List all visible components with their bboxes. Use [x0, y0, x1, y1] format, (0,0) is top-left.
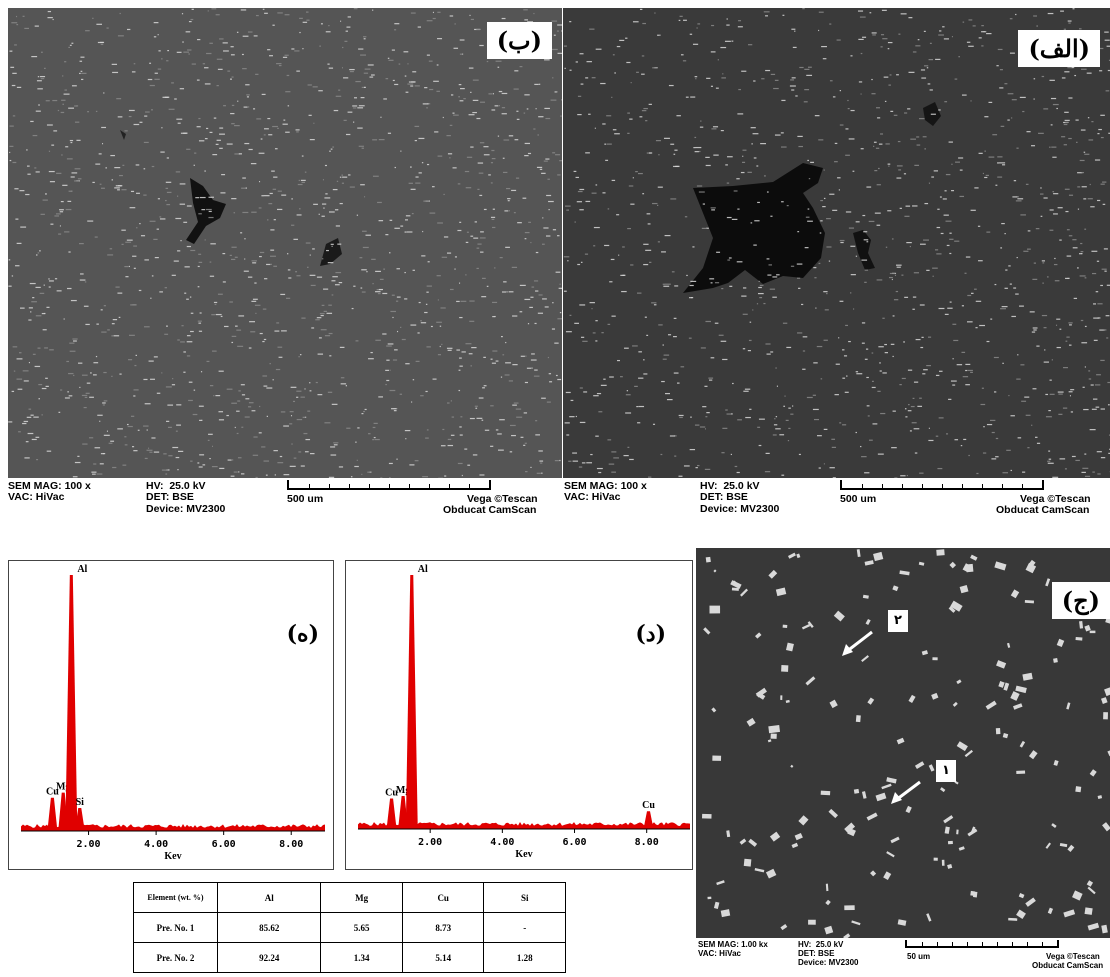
sem-panel-alef: (الف) — [563, 8, 1110, 478]
eds-peak-label: Mg — [396, 785, 410, 796]
eds-peak-cu — [386, 798, 397, 829]
eds-peak-label: Cu — [642, 800, 655, 811]
meta-mag-alef: SEM MAG: 100 x — [564, 480, 647, 492]
meta-brand2-b: Obducat CamScan — [443, 504, 537, 516]
table-header: Mg — [320, 882, 403, 913]
eds-peak-cu — [47, 797, 58, 831]
eds-peak-label: Si — [76, 797, 85, 808]
table-header-row: Element (wt. %) Al Mg Cu Si — [133, 882, 566, 913]
sem-image-b — [8, 8, 562, 478]
table-cell: - — [483, 912, 566, 943]
meta-vac-jim: VAC: HiVac — [698, 949, 741, 958]
meta-hv-b: HV: 25.0 kV — [146, 480, 206, 492]
meta-det-b: DET: BSE — [146, 491, 194, 503]
sem-texture-b — [8, 8, 562, 478]
meta-det-alef: DET: BSE — [700, 491, 748, 503]
meta-brand2-jim: Obducat CamScan — [1032, 961, 1104, 970]
scale-bar-jim — [905, 940, 1059, 948]
eds-peak-label: Mg — [56, 782, 70, 793]
eds-x-tick-label: 6.00 — [212, 839, 236, 850]
table-cell: 85.62 — [216, 912, 322, 943]
meta-brand1-jim: Vega ©Tescan — [1046, 952, 1100, 961]
meta-mag-jim: SEM MAG: 1.00 kx — [698, 940, 768, 949]
eds-x-tick-label: 4.00 — [490, 837, 514, 848]
table-cell: 8.73 — [401, 912, 485, 943]
meta-brand1-alef: Vega ©Tescan — [1020, 493, 1091, 505]
eds-peak-label: Cu — [46, 787, 59, 798]
meta-scale-alef: 500 um — [840, 493, 877, 505]
scale-bar-b — [287, 480, 491, 490]
eds-x-axis-label: Kev — [515, 849, 532, 860]
table-cell: 1.28 — [483, 942, 566, 973]
meta-mag-b: SEM MAG: 100 x — [8, 480, 91, 492]
table-header: Cu — [401, 882, 485, 913]
meta-vac-alef: VAC: HiVac — [564, 491, 621, 503]
meta-hv-jim: HV: 25.0 kV — [798, 940, 844, 949]
meta-device-jim: Device: MV2300 — [798, 958, 859, 967]
eds-spectrum-dal: Cu Mg Al Cu 2.00 4.00 6.00 8.00 Kev (د) — [345, 560, 693, 870]
eds-noise-band — [358, 822, 690, 829]
meta-brand1-b: Vega ©Tescan — [467, 493, 538, 505]
table-header: Si — [483, 882, 566, 913]
sem-panel-jim: (ج) ۲ ۱ — [696, 548, 1110, 938]
eds-x-axis-label: Kev — [164, 851, 181, 862]
table-cell: 92.24 — [216, 942, 322, 973]
scale-bar-alef — [840, 480, 1044, 490]
table-header: Element (wt. %) — [133, 882, 218, 913]
eds-peak-al — [65, 575, 78, 831]
particle-label-1: ۱ — [936, 760, 956, 782]
eds-peak-mg — [398, 795, 409, 829]
particle-label-2: ۲ — [888, 610, 908, 632]
eds-x-tick-label: 4.00 — [144, 839, 168, 850]
eds-peak-cu — [643, 811, 654, 829]
eds-peak-label: Al — [77, 564, 87, 575]
panel-label-dal: (د) — [631, 619, 670, 649]
table-header: Al — [216, 882, 322, 913]
table-row: Pre. No. 1 85.62 5.65 8.73 - — [133, 912, 566, 943]
meta-device-b: Device: MV2300 — [146, 503, 226, 515]
meta-scale-jim: 50 um — [907, 952, 931, 961]
eds-noise-band — [21, 824, 325, 831]
table-cell: Pre. No. 2 — [133, 942, 218, 973]
eds-x-tick-label: 6.00 — [562, 837, 586, 848]
table-cell: 5.14 — [401, 942, 485, 973]
meta-scale-b: 500 um — [287, 493, 324, 505]
eds-peak-label: Cu — [385, 788, 398, 799]
meta-hv-alef: HV: 25.0 kV — [700, 480, 760, 492]
composition-table: Element (wt. %) Al Mg Cu Si Pre. No. 1 8… — [133, 882, 566, 973]
sem-texture-jim — [702, 549, 1110, 938]
eds-peak-al — [405, 575, 418, 829]
panel-label-b: (ب) — [486, 22, 552, 59]
eds-x-tick-label: 8.00 — [279, 839, 303, 850]
table-row: Pre. No. 2 92.24 1.34 5.14 1.28 — [133, 942, 566, 973]
eds-x-tick-label: 2.00 — [418, 837, 442, 848]
sem-texture-alef — [563, 8, 1110, 478]
meta-device-alef: Device: MV2300 — [700, 503, 780, 515]
table-cell: 5.65 — [320, 912, 403, 943]
eds-peak-si — [74, 807, 85, 831]
eds-peak-label: Al — [418, 564, 428, 575]
panel-label-he: (ه) — [282, 619, 323, 649]
panel-label-alef: (الف) — [1018, 30, 1100, 67]
eds-spectrum-he: Cu Mg Al Si 2.00 4.00 6.00 8.00 Kev (ه) — [8, 560, 334, 870]
meta-brand2-alef: Obducat CamScan — [996, 504, 1090, 516]
meta-det-jim: DET: BSE — [798, 949, 835, 958]
table-cell: Pre. No. 1 — [133, 912, 218, 943]
sem-image-jim — [696, 548, 1110, 938]
eds-x-tick-label: 2.00 — [77, 839, 101, 850]
meta-vac-b: VAC: HiVac — [8, 491, 65, 503]
eds-x-tick-label: 8.00 — [635, 837, 659, 848]
panel-label-jim: (ج) — [1051, 582, 1110, 619]
table-cell: 1.34 — [320, 942, 403, 973]
sem-image-alef — [563, 8, 1110, 478]
sem-panel-b: (ب) — [8, 8, 562, 478]
